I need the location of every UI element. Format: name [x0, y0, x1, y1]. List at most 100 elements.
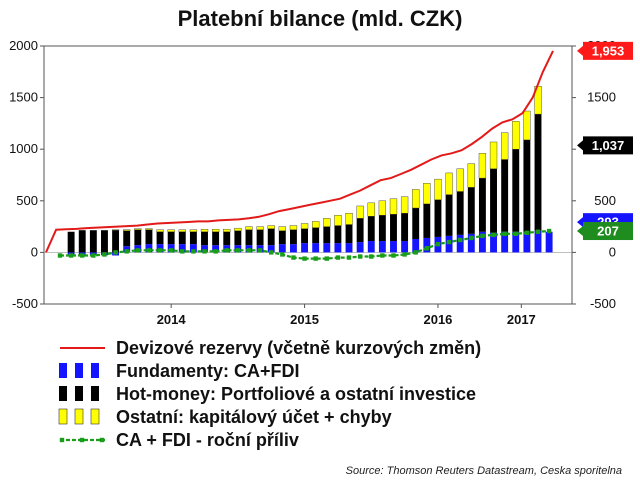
- bar-ostatni: [300, 223, 309, 229]
- bar-fundamenty: [267, 245, 275, 253]
- ca-fdi-marker: [68, 253, 74, 258]
- callout-pointer: [577, 226, 583, 237]
- bar-ostatni: [400, 196, 409, 214]
- bar-ostatni: [378, 200, 387, 216]
- bar-fundamenty: [356, 242, 364, 253]
- bar-ostatni: [478, 153, 487, 179]
- bar-ostatni: [267, 225, 275, 229]
- bar-hot-money: [134, 229, 142, 246]
- bar-hot-money: [523, 139, 531, 232]
- bar-fundamenty: [301, 243, 309, 253]
- ca-fdi-marker: [191, 249, 196, 254]
- bar-hot-money: [67, 231, 75, 253]
- callout-value: 1,953: [592, 43, 625, 58]
- bar-fundamenty: [512, 231, 520, 253]
- ca-fdi-marker: [235, 248, 241, 253]
- bar-fundamenty: [278, 244, 286, 253]
- bar-fundamenty: [423, 237, 431, 253]
- bar-hot-money: [145, 229, 153, 245]
- bar-ostatni: [189, 229, 198, 232]
- bar-ostatni: [145, 228, 153, 230]
- ca-fdi-marker: [413, 250, 418, 255]
- legend-label: CA + FDI - roční příliv: [116, 430, 299, 450]
- x-axis: 2014 2015 2016 2017: [44, 252, 572, 327]
- bar-ostatni: [423, 183, 431, 205]
- bar-ostatni: [123, 229, 131, 231]
- bar-hot-money: [478, 178, 486, 232]
- legend-swatch-bar: [74, 408, 84, 425]
- bar-hot-money: [356, 218, 364, 243]
- bar-hot-money: [456, 191, 464, 235]
- ca-fdi-marker: [535, 229, 541, 234]
- bar-hot-money: [256, 229, 264, 246]
- bar-fundamenty: [545, 231, 553, 253]
- y-axis-left: -500 0 500 1000 1500 2000: [9, 38, 44, 311]
- ca-fdi-marker: [480, 233, 485, 239]
- bar-hot-money: [345, 224, 353, 244]
- bar-ostatni: [134, 228, 142, 230]
- bar-ostatni: [211, 228, 220, 232]
- callout-box: [583, 41, 633, 60]
- bar-fundamenty: [390, 241, 397, 253]
- bar-fundamenty: [178, 244, 186, 253]
- legend-label: Devizové rezervy (včetně kurzových změn): [116, 338, 481, 358]
- bar-fundamenty: [289, 244, 297, 253]
- ca-fdi-marker: [224, 248, 229, 253]
- bar-fundamenty: [378, 241, 386, 253]
- y-tick-label-left: 1000: [9, 141, 38, 156]
- bar-ostatni: [256, 226, 264, 230]
- bar-hot-money: [212, 231, 220, 246]
- legend-label: Fundamenty: CA+FDI: [116, 361, 300, 381]
- bar-hot-money: [223, 231, 231, 246]
- callout-value: 1,037: [592, 138, 625, 153]
- bar-ostatni: [412, 189, 420, 209]
- y-tick-label-left: 2000: [9, 38, 38, 53]
- bar-ostatni: [389, 198, 398, 215]
- legend-swatch-bar: [59, 363, 67, 378]
- bar-ostatni: [223, 228, 231, 232]
- bar-hot-money: [423, 203, 431, 238]
- y-tick-label-left: 0: [31, 244, 38, 259]
- ca-fdi-marker: [502, 231, 507, 237]
- bar-fundamenty: [401, 241, 409, 253]
- legend-swatch-bar: [58, 408, 68, 425]
- source-note: Source: Thomson Reuters Datastream, Cesk…: [346, 465, 622, 477]
- bar-ostatni: [323, 218, 331, 227]
- bar-hot-money: [278, 230, 286, 245]
- bar-fundamenty: [467, 233, 475, 253]
- callout-pointer: [577, 45, 583, 56]
- bar-ostatni: [345, 212, 353, 225]
- y-tick-label-left: -500: [12, 296, 38, 311]
- legend-swatch-bar: [75, 363, 83, 378]
- bar-fundamenty: [501, 231, 509, 253]
- bar-hot-money: [323, 226, 331, 244]
- bar-fundamenty: [523, 231, 531, 253]
- x-tick-label: 2015: [290, 312, 319, 327]
- bar-hot-money: [267, 228, 275, 246]
- ca-fdi-marker: [180, 249, 185, 254]
- ca-fdi-marker: [313, 256, 318, 261]
- bar-hot-money: [123, 230, 131, 247]
- bar-hot-money: [112, 230, 120, 253]
- bar-ostatni: [456, 168, 464, 192]
- bar-fundamenty: [490, 232, 497, 253]
- bar-fundamenty: [534, 230, 542, 253]
- bar-fundamenty: [367, 241, 375, 253]
- ca-fdi-marker: [324, 256, 329, 261]
- bar-ostatni: [489, 141, 498, 170]
- y-tick-label-left: 500: [16, 193, 38, 208]
- ca-fdi-marker: [302, 256, 307, 261]
- bar-fundamenty: [478, 231, 486, 253]
- bar-fundamenty: [189, 244, 197, 253]
- bar-ostatni: [312, 221, 320, 228]
- y-tick-label-left: 1500: [9, 90, 38, 105]
- ca-fdi-marker: [257, 248, 263, 253]
- ca-fdi-marker: [346, 255, 352, 260]
- bar-hot-money: [89, 230, 97, 253]
- bar-hot-money: [490, 168, 497, 233]
- callout-value: 207: [597, 224, 619, 239]
- bar-hot-money: [301, 228, 309, 244]
